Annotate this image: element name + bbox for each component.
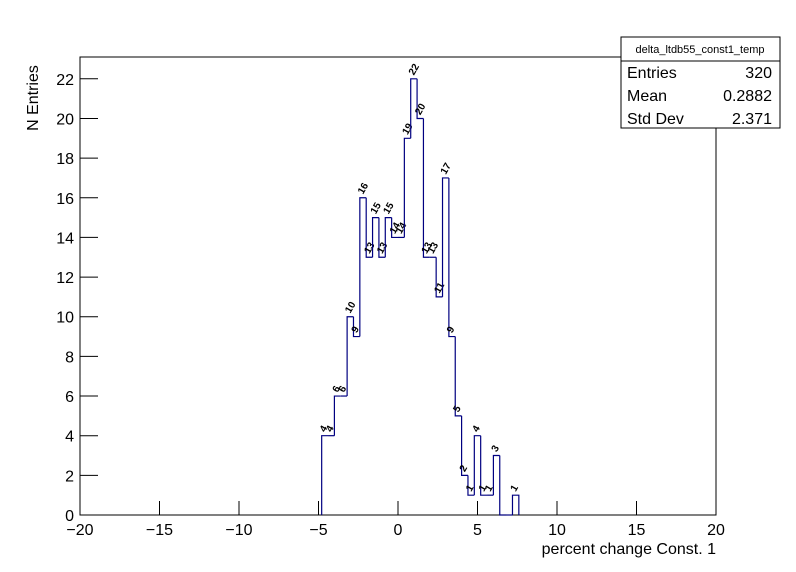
y-tick-label: 0 [65, 508, 74, 525]
data-label: 1 [509, 483, 522, 494]
data-label: 22 [407, 62, 422, 78]
stats-title: delta_ltdb55_const1_temp [635, 44, 764, 56]
y-tick-label: 8 [65, 349, 74, 366]
histogram-bin [333, 395, 341, 436]
y-tick-label: 4 [65, 429, 74, 446]
stats-label: Std Dev [627, 111, 684, 128]
histogram-bin [346, 316, 354, 397]
stats-label: Mean [627, 88, 667, 105]
histogram-bin [416, 78, 424, 120]
data-label: 13 [362, 240, 377, 256]
stats-value: 0.2882 [723, 88, 772, 105]
x-tick-label: −10 [225, 522, 252, 539]
x-axis-label: percent change Const. 1 [542, 541, 716, 558]
data-label: 4 [324, 423, 337, 434]
histogram-bin [448, 177, 456, 338]
histogram-bin [403, 137, 411, 238]
data-label: 1 [477, 483, 490, 494]
x-tick-label: −5 [309, 522, 327, 539]
data-label: 13 [375, 240, 390, 256]
data-label: 19 [401, 121, 416, 137]
histogram-bin [473, 435, 481, 496]
histogram-bin [435, 257, 443, 298]
x-tick-label: −15 [146, 522, 173, 539]
histogram-bin [384, 216, 392, 258]
data-label: 6 [337, 384, 350, 395]
histogram-bin [365, 197, 373, 258]
x-tick-label: 0 [394, 522, 403, 539]
x-tick-label: 20 [707, 522, 725, 539]
stats-frame [620, 36, 781, 129]
data-label: 20 [413, 101, 428, 117]
histogram-bin [467, 475, 475, 496]
histogram-bin [511, 494, 520, 515]
histogram-bin [492, 454, 500, 496]
data-label: 1 [483, 483, 496, 494]
data-label: 6 [331, 384, 344, 395]
histogram-bin [321, 435, 329, 515]
y-tick-label: 16 [56, 191, 74, 208]
stats-value: 320 [745, 65, 772, 82]
x-tick-label: 15 [628, 522, 646, 539]
histogram-bin [454, 336, 462, 417]
x-tick-label: 5 [473, 522, 482, 539]
data-label: 9 [445, 324, 458, 335]
y-tick-label: 14 [56, 230, 74, 247]
y-tick-label: 20 [56, 111, 74, 128]
histogram-bin [480, 435, 488, 496]
data-label: 4 [318, 423, 331, 434]
histogram-bin [461, 415, 468, 476]
stats-box: delta_ltdb55_const1_temp [620, 36, 781, 129]
y-tick-label: 22 [56, 72, 74, 89]
y-tick-label: 2 [65, 468, 74, 485]
histogram-bin [410, 78, 418, 139]
data-label: 5 [451, 404, 464, 415]
y-axis-label: N Entries [25, 65, 42, 131]
data-label: 3 [490, 443, 503, 454]
y-tick-label: 12 [56, 270, 74, 287]
data-label: 15 [382, 201, 397, 217]
data-label: 1 [464, 483, 477, 494]
y-tick-label: 18 [56, 151, 74, 168]
data-label: 14 [388, 220, 403, 236]
histogram-bin [378, 217, 386, 258]
data-label: 13 [420, 240, 435, 256]
data-label: 10 [343, 300, 358, 316]
histogram-bin [371, 216, 379, 258]
data-label: 11 [432, 280, 447, 295]
histogram-bin [441, 177, 449, 297]
stats-value: 2.371 [732, 111, 772, 128]
y-tick-label: 10 [56, 310, 74, 327]
histogram-bin [359, 197, 367, 337]
data-label: 15 [369, 201, 384, 217]
x-tick-label: 10 [548, 522, 566, 539]
stats-label: Entries [627, 65, 677, 82]
data-label: 16 [356, 181, 371, 197]
data-label: 13 [426, 240, 441, 256]
data-label: 17 [439, 161, 454, 177]
data-label: 14 [394, 220, 409, 236]
data-label: 9 [350, 324, 363, 335]
histogram-bin [422, 118, 430, 258]
data-label: 4 [471, 423, 484, 434]
histogram-bin [352, 316, 360, 338]
histogram-bin [499, 455, 507, 516]
histogram-bin [391, 217, 398, 239]
data-label: 2 [458, 463, 471, 474]
x-tick-label: −20 [66, 522, 93, 539]
y-tick-label: 6 [65, 389, 74, 406]
